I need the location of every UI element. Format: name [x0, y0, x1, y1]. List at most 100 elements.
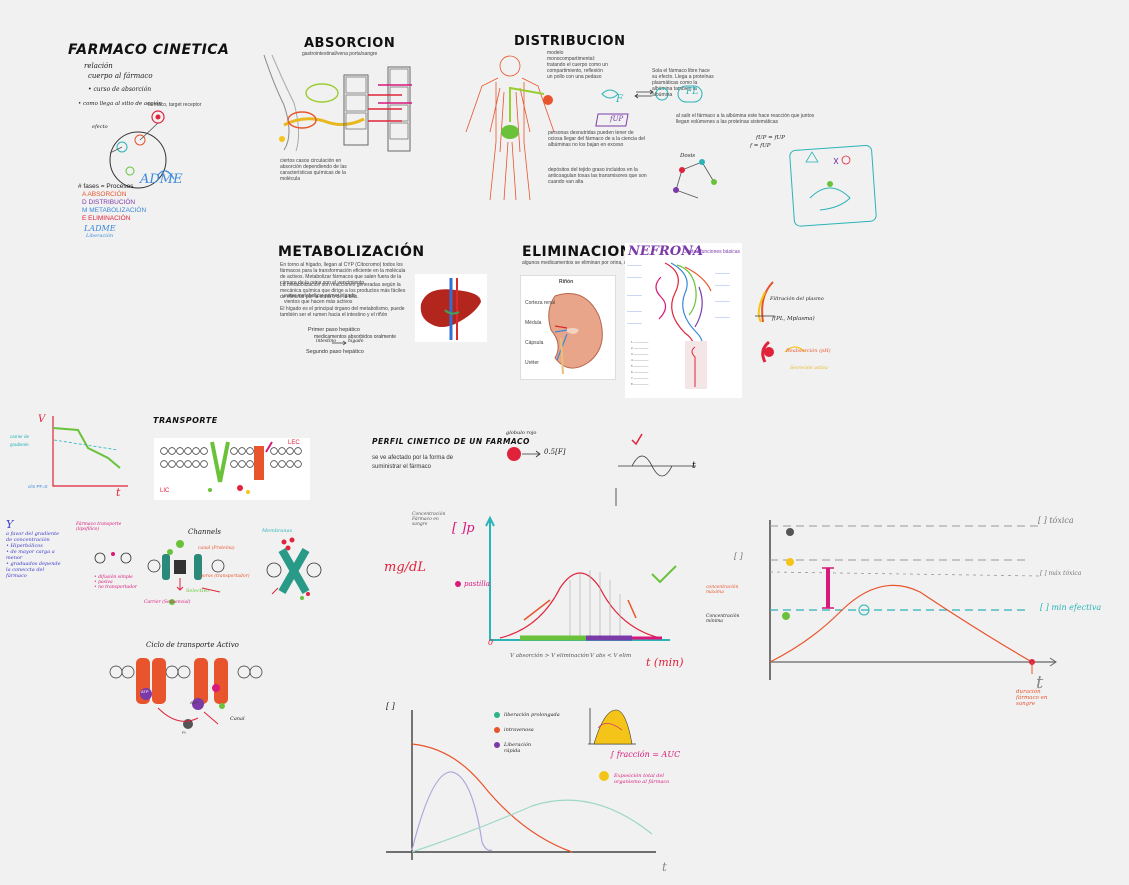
svg-text:1 ───────: 1 ─────── [631, 340, 649, 344]
liver-image [415, 274, 487, 342]
half-life-eq: 0.5[F] [544, 448, 566, 456]
metab-para2: La metabolización son reacciones generad… [280, 282, 406, 300]
metab-para3: El hígado es el principal órgano del met… [280, 306, 405, 318]
metab-para1: En torno al hígado, llegan al CYP (Citoc… [280, 262, 406, 286]
filtration-label: Filtración del plasmo [770, 296, 824, 302]
vol-label: fUP = fUP [756, 135, 785, 141]
note-relacion: relación [84, 62, 113, 70]
absorption-profile-chart [455, 515, 677, 641]
lec-label: LEC [288, 440, 300, 446]
eliminacion-subtitle: algunos medicamentos se eliminan por ori… [522, 260, 659, 266]
toxica-label: [ ] tóxica [1038, 516, 1074, 525]
atp-label: ATP [141, 689, 149, 694]
filtration-sketch [755, 281, 806, 363]
exposure-bracket: [ ] [386, 702, 395, 711]
svg-text:gradiente: gradiente [10, 442, 29, 447]
metab-bullet2: vientos que hacen más activos [284, 299, 353, 305]
svg-text:──────: ────── [714, 284, 730, 288]
ladme-sub: Liberación [86, 233, 114, 239]
mid-head: Fármaco transporte (lipofilico) [76, 522, 122, 532]
note-sitio: • como llega al sitio de acción [78, 101, 162, 107]
human-body-diagram [465, 55, 555, 201]
conc-label: Concentración Fármaco en sangre [412, 512, 446, 527]
canal-activo-label: Canal [230, 716, 245, 722]
svg-text:──────: ────── [626, 322, 642, 326]
eq-label: f = fUP [750, 143, 771, 149]
svg-text:F: F [615, 94, 624, 105]
svg-text:──────: ────── [626, 276, 642, 280]
arrow-a: intestino [316, 339, 336, 344]
kidney-icon [548, 293, 603, 375]
kidney-label-corteza: Corteza renal [525, 300, 556, 306]
nefrona-panel: NEFRONA Ciertas funciones básicas ──────… [625, 243, 742, 398]
carrier-label: Carrier (Secuencial) [144, 600, 191, 605]
adme-heading: # fases = Procesos [78, 183, 134, 190]
distribucion-intro: modelo monocompartimental: tratando el c… [547, 50, 608, 80]
svg-text:t: t [692, 461, 696, 471]
second-pass: Segundo paso hepático [306, 349, 364, 355]
svg-text:──────: ────── [626, 294, 642, 298]
auc-dot [599, 771, 609, 781]
distribucion-equilibrium: F [595, 85, 703, 127]
note-absorcion: • curso de absorción [88, 86, 152, 93]
mid-note-2: • no transportador [94, 585, 137, 590]
eliminacion-title: ELIMINACION [522, 244, 632, 260]
svg-text:──────: ────── [626, 264, 642, 268]
perfil-subtitle: se ve afectado por la forma de suministr… [372, 455, 454, 470]
nefrona-diagram: ────── ────── ────── ────── ────── ────── ──… [626, 262, 730, 389]
left-note-4: la coneccta del [6, 567, 45, 573]
liver-icon [420, 278, 481, 340]
svg-text:carrier de: carrier de [10, 434, 30, 439]
svg-text:c/m PF=0: c/m PF=0 [28, 484, 48, 489]
kidney-label-capsula: Cápsula [525, 340, 544, 346]
ladme-label: LADME [84, 224, 116, 233]
exposure-curves-chart [386, 710, 656, 860]
distribucion-bottom-text2: depósitos del tejido graso incluidos en … [548, 167, 647, 185]
units-label: mg/dL [384, 560, 426, 575]
reabsorcion-label: Reabsorción (pH) [786, 348, 831, 354]
active-transport-title: Ciclo de transporte Activo [146, 641, 239, 649]
adme-eliminacion: E ELIMINACIÓN [82, 215, 131, 222]
channels-title: Channels [188, 528, 222, 536]
poros-label: poros (transportador) [200, 574, 250, 579]
half-life-sketch [507, 447, 541, 461]
adme-cycle-label: ADME [140, 172, 183, 187]
velocity-gradient-chart: V t carrier de gradiente c/m PF=0 [10, 414, 128, 499]
channel-protein-diagram [147, 540, 225, 605]
gradient-y-label: Y [6, 518, 14, 531]
half-life-curve: t [615, 433, 696, 506]
fup-label: fUP [610, 115, 624, 123]
pi-label: Pi [182, 730, 186, 735]
svg-text:5 ───────: 5 ─────── [631, 364, 649, 368]
selectivo-label: Selectivo [186, 588, 210, 594]
auc-note: Exposición total del organismo al fármac… [614, 773, 670, 785]
distribucion-title: DISTRIBUCION [514, 34, 626, 49]
conc-min-label: Concentración mínima [706, 614, 740, 624]
tissue-distribution-sketch [789, 144, 877, 227]
svg-text:8 ───────: 8 ─────── [631, 382, 649, 386]
svg-text:t: t [116, 486, 121, 499]
distribucion-bottom-text: personas desnutridas pueden tener de oci… [548, 130, 645, 148]
svg-text:──────: ────── [714, 316, 730, 320]
therapeutic-window-chart [769, 520, 1057, 680]
secrecion-label: Secreción activa [790, 366, 828, 371]
v-abs-label: V absorción > V eliminación [510, 653, 590, 659]
adp-label: ADP [190, 700, 199, 705]
left-note-1: • Hiperbólicos [6, 543, 43, 549]
mid-note-1: • pasiva [94, 580, 113, 585]
bracket-p: [ ]p [452, 521, 475, 536]
adme-absorcion: A ABSORCIÓN [82, 191, 127, 198]
metabolizacion-title: METABOLIZACIÓN [278, 244, 425, 260]
kidney-label-medula: Médula [525, 320, 542, 326]
arrow-b: hígado [348, 339, 364, 344]
note-target: fármaco, target receptor [148, 102, 202, 108]
adme-metabolizacion: M METABOLIZACIÓN [82, 207, 147, 214]
therapeutic-bracket: [ ] [734, 552, 743, 561]
svg-text:6 ───────: 6 ─────── [631, 370, 649, 374]
fl-label: FL [686, 87, 699, 97]
absorcion-diagram [263, 54, 412, 152]
adme-distribucion: D DISTRIBUCIÓN [82, 199, 136, 206]
metab-bullet1: evitar metabolizar primer hígado [284, 293, 356, 299]
left-note-5: fármaco [6, 573, 27, 579]
exposure-legend-dots [494, 712, 500, 748]
